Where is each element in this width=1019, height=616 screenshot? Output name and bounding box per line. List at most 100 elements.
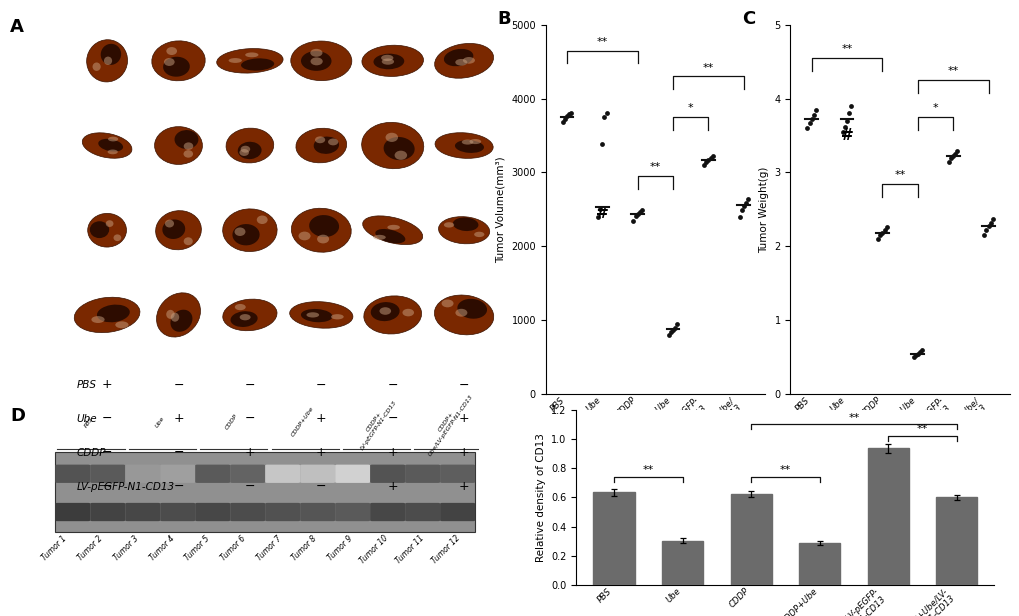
- Ellipse shape: [234, 227, 246, 236]
- Text: −: −: [102, 480, 112, 493]
- Text: −: −: [173, 446, 183, 460]
- Ellipse shape: [403, 309, 414, 317]
- Ellipse shape: [454, 59, 467, 66]
- Ellipse shape: [226, 128, 273, 163]
- FancyBboxPatch shape: [195, 464, 230, 483]
- Point: [942, 153, 958, 163]
- Ellipse shape: [375, 229, 405, 243]
- Ellipse shape: [434, 295, 493, 335]
- Ellipse shape: [381, 55, 393, 61]
- Text: **: **: [841, 44, 852, 54]
- FancyBboxPatch shape: [265, 464, 300, 483]
- Text: *: *: [931, 103, 937, 113]
- Ellipse shape: [98, 139, 123, 152]
- Text: **: **: [596, 37, 607, 47]
- Text: LV-pEGFP-N1-CD13: LV-pEGFP-N1-CD13: [76, 482, 174, 492]
- Ellipse shape: [387, 225, 399, 230]
- FancyBboxPatch shape: [440, 464, 475, 483]
- Point: [666, 323, 683, 333]
- Ellipse shape: [309, 215, 338, 237]
- Point: [633, 205, 649, 215]
- Ellipse shape: [328, 139, 338, 145]
- Point: [979, 222, 996, 232]
- Text: +: +: [387, 446, 397, 460]
- Bar: [593, 492, 634, 585]
- Text: Tumor 11: Tumor 11: [393, 533, 426, 565]
- Ellipse shape: [113, 234, 121, 241]
- Text: +: +: [387, 480, 397, 493]
- Point: [945, 152, 961, 161]
- FancyBboxPatch shape: [335, 503, 370, 521]
- Point: [841, 108, 857, 118]
- FancyBboxPatch shape: [160, 503, 195, 521]
- Ellipse shape: [240, 146, 250, 153]
- Text: +: +: [459, 480, 469, 493]
- Ellipse shape: [435, 132, 492, 158]
- Ellipse shape: [364, 296, 421, 334]
- Point: [560, 109, 577, 119]
- Ellipse shape: [290, 41, 352, 81]
- Ellipse shape: [394, 151, 407, 160]
- Text: Tumor 8: Tumor 8: [290, 533, 318, 562]
- Ellipse shape: [115, 322, 128, 328]
- Point: [664, 325, 681, 335]
- Ellipse shape: [245, 52, 258, 57]
- Ellipse shape: [240, 59, 274, 71]
- Ellipse shape: [155, 127, 202, 164]
- Point: [739, 194, 755, 204]
- FancyBboxPatch shape: [125, 503, 160, 521]
- Text: −: −: [387, 412, 397, 426]
- Point: [631, 207, 647, 217]
- FancyBboxPatch shape: [55, 503, 90, 521]
- FancyBboxPatch shape: [90, 503, 125, 521]
- FancyBboxPatch shape: [440, 503, 475, 521]
- Ellipse shape: [90, 221, 109, 238]
- Point: [949, 146, 965, 156]
- Text: **: **: [649, 163, 660, 172]
- Ellipse shape: [363, 216, 422, 245]
- Point: [836, 122, 852, 132]
- Text: *: *: [687, 103, 693, 113]
- Point: [598, 108, 614, 118]
- Ellipse shape: [370, 302, 399, 321]
- Ellipse shape: [239, 314, 251, 320]
- FancyBboxPatch shape: [335, 464, 370, 483]
- Text: #: #: [595, 206, 608, 221]
- Point: [799, 123, 815, 133]
- Text: PBS: PBS: [84, 416, 94, 428]
- Text: #: #: [840, 128, 853, 143]
- Ellipse shape: [87, 39, 127, 82]
- Ellipse shape: [434, 43, 493, 78]
- Ellipse shape: [454, 309, 467, 317]
- Point: [983, 214, 1000, 224]
- Point: [554, 117, 571, 127]
- Bar: [935, 498, 976, 585]
- Point: [803, 115, 819, 124]
- Point: [662, 327, 679, 337]
- Text: **: **: [702, 63, 713, 73]
- Ellipse shape: [104, 57, 112, 65]
- Ellipse shape: [438, 217, 489, 244]
- Point: [975, 230, 991, 240]
- Point: [558, 111, 575, 121]
- Ellipse shape: [101, 44, 121, 65]
- Text: PBS: PBS: [76, 380, 97, 390]
- Text: −: −: [173, 378, 183, 392]
- Text: **: **: [947, 67, 958, 76]
- Ellipse shape: [362, 123, 423, 169]
- Ellipse shape: [170, 313, 179, 322]
- Text: +: +: [459, 446, 469, 460]
- Text: D: D: [10, 407, 25, 424]
- FancyBboxPatch shape: [160, 464, 195, 483]
- Text: CDDP+
LV-pEGFP-N1-CD13: CDDP+ LV-pEGFP-N1-CD13: [355, 396, 397, 451]
- Text: −: −: [459, 378, 469, 392]
- FancyBboxPatch shape: [125, 464, 160, 483]
- Ellipse shape: [443, 222, 453, 227]
- Ellipse shape: [107, 150, 117, 154]
- Point: [838, 116, 854, 126]
- Point: [875, 225, 892, 235]
- Ellipse shape: [462, 139, 473, 145]
- Text: +: +: [173, 412, 183, 426]
- Ellipse shape: [93, 62, 101, 71]
- Ellipse shape: [291, 208, 351, 252]
